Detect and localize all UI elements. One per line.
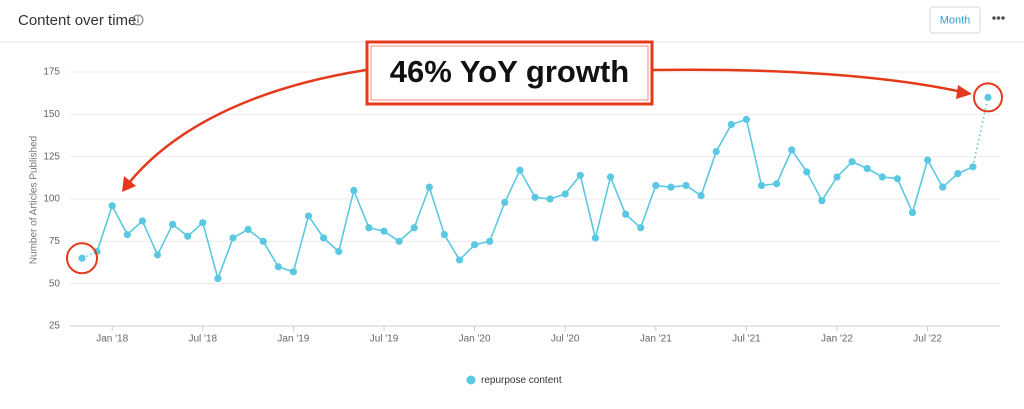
data-point [546, 195, 554, 203]
y-tick-label: 75 [49, 236, 61, 247]
data-point [138, 217, 146, 225]
x-tick-label: Jan '19 [277, 334, 309, 345]
data-point [969, 163, 977, 171]
data-point [229, 234, 237, 242]
x-tick-label: Jul '20 [551, 334, 580, 345]
x-tick-label: Jul '22 [913, 334, 942, 345]
x-tick-label: Jan '18 [96, 334, 128, 345]
data-point [244, 225, 252, 234]
y-tick-label: 125 [43, 151, 60, 162]
data-point [803, 168, 811, 176]
chart-title: Content over time [18, 12, 136, 29]
y-axis-label: Number of Articles Published [29, 136, 40, 264]
data-point [863, 164, 871, 173]
x-tick-label: Jan '21 [640, 334, 672, 345]
annotation-arrow [127, 68, 367, 185]
data-point [954, 170, 962, 178]
data-point [833, 173, 841, 181]
annotation-text: 46% YoY growth [390, 54, 629, 89]
data-point [440, 230, 448, 239]
data-point [848, 158, 856, 166]
legend-marker [466, 375, 476, 385]
data-point [576, 171, 584, 179]
data-point [712, 147, 720, 156]
x-tick-label: Jul '18 [189, 334, 218, 345]
data-point [757, 181, 766, 190]
data-point [199, 219, 207, 227]
data-point [395, 237, 403, 245]
data-point [471, 241, 479, 249]
x-tick-label: Jul '19 [370, 334, 399, 345]
data-point [531, 193, 539, 201]
data-point [818, 197, 826, 205]
series-line [81, 97, 989, 282]
data-point [108, 202, 116, 210]
data-point [274, 263, 282, 271]
data-point [606, 173, 615, 181]
info-icon[interactable] [132, 14, 144, 26]
data-point [561, 190, 569, 198]
data-point [410, 224, 418, 232]
data-point [788, 146, 796, 154]
data-point [214, 274, 222, 283]
data-point [123, 230, 131, 239]
data-point [486, 237, 494, 245]
legend-label: repurpose content [481, 375, 562, 386]
data-point [908, 208, 917, 217]
y-tick-label: 25 [49, 321, 61, 332]
arrow-head [956, 85, 972, 99]
annotation-box-inner [370, 45, 649, 101]
data-point [637, 224, 645, 232]
data-point [742, 115, 751, 124]
data-point [622, 210, 630, 218]
y-tick-label: 150 [43, 109, 60, 120]
data-point [380, 227, 388, 235]
data-point [320, 234, 328, 242]
data-point [893, 175, 902, 183]
data-point [169, 220, 177, 228]
x-tick-label: Jan '20 [459, 334, 491, 345]
data-point [304, 212, 313, 220]
data-point [773, 180, 781, 188]
arrow-head [122, 176, 136, 192]
highlight-circle [66, 242, 98, 275]
data-point [455, 256, 464, 264]
data-point [591, 234, 600, 242]
data-point [697, 192, 705, 200]
x-tick-label: Jan '22 [821, 334, 853, 345]
data-point [365, 224, 373, 232]
y-tick-label: 175 [43, 67, 60, 78]
data-point [78, 254, 86, 262]
data-point [878, 173, 886, 181]
y-tick-label: 100 [43, 194, 60, 205]
data-point [652, 181, 660, 190]
data-point [425, 183, 433, 191]
annotation-arrow [651, 68, 963, 94]
data-point [516, 166, 524, 174]
data-point [682, 181, 690, 190]
data-point [259, 237, 267, 245]
period-button[interactable] [929, 6, 981, 34]
data-point [501, 198, 509, 206]
annotation-box [365, 40, 654, 106]
data-point [289, 268, 297, 276]
more-menu[interactable] [992, 16, 1005, 20]
highlight-circle [973, 82, 1003, 113]
data-point [939, 183, 947, 191]
data-point [153, 251, 162, 259]
period-button-label[interactable]: Month [940, 14, 971, 26]
y-tick-label: 50 [49, 278, 61, 289]
data-point [184, 232, 192, 240]
data-point [335, 247, 343, 256]
data-point [667, 183, 675, 191]
data-point [924, 156, 932, 164]
data-point [727, 120, 735, 129]
data-point [350, 186, 358, 195]
x-tick-label: Jul '21 [732, 334, 761, 345]
data-point [984, 93, 992, 101]
